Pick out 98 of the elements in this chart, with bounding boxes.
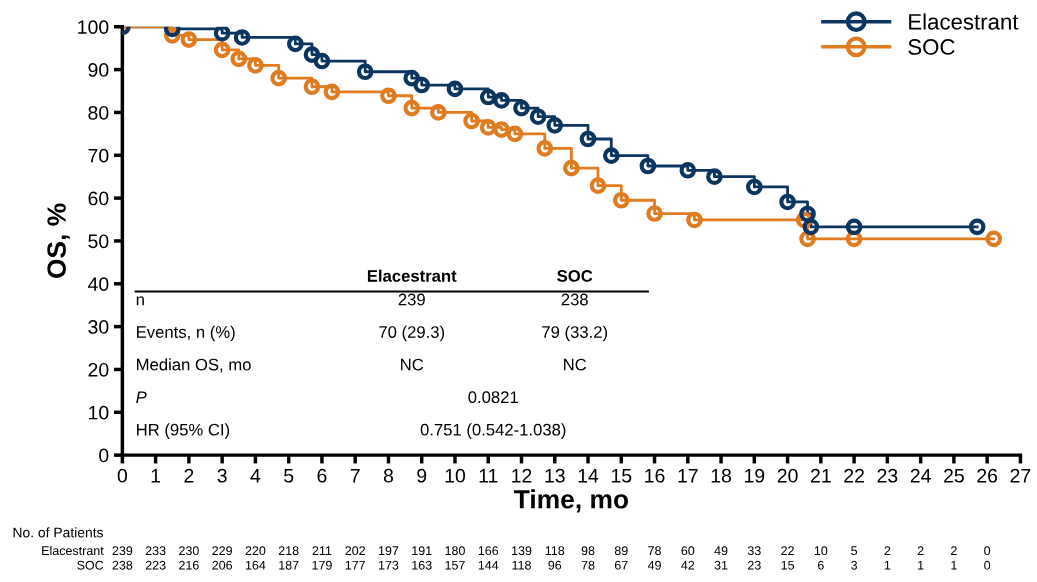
point — [380, 87, 397, 105]
point — [479, 119, 497, 136]
legend-label: Elacestrant — [909, 13, 1019, 30]
y-tick-label: 40 — [87, 277, 109, 292]
point — [233, 29, 251, 46]
point — [463, 112, 480, 130]
x-tick-label: 7 — [350, 469, 360, 483]
y-tick-label: 90 — [88, 63, 109, 77]
point — [230, 50, 248, 68]
x-tick-label: 6 — [317, 468, 327, 483]
x-tick-label: 4 — [250, 469, 261, 483]
y-tick-label: 60 — [88, 191, 109, 206]
point — [213, 26, 231, 42]
point — [546, 116, 564, 134]
y-tick-label: 100 — [78, 20, 109, 35]
x-tick-label: 17 — [678, 469, 698, 483]
x-tick-label: 15 — [611, 469, 632, 483]
point — [513, 99, 530, 117]
point — [529, 108, 547, 126]
x-tick-label: 1 — [151, 469, 161, 483]
point — [779, 193, 796, 211]
point — [845, 218, 863, 236]
point — [313, 52, 331, 70]
point — [403, 69, 421, 87]
point — [563, 159, 580, 177]
point — [303, 78, 321, 96]
text: Median OS, mo NC NC — [137, 358, 587, 373]
x-tick-label: 8 — [383, 468, 394, 483]
point — [602, 147, 620, 165]
x-tick-label: 18 — [711, 468, 732, 483]
text: Events, n (%) 70 (29.3) 79 (33.2) — [137, 325, 608, 342]
x-tick-label: 0 — [117, 468, 128, 483]
x-tick-label: 20 — [777, 468, 798, 483]
x-tick-label: 25 — [944, 468, 964, 483]
point — [403, 99, 421, 117]
text: HR (95% CI) 0.751 (0.542-1.038) — [137, 423, 566, 439]
y-tick-label: 80 — [88, 105, 109, 120]
y-tick-label: 0 — [99, 448, 109, 463]
text: Elacestrant 239 233 230 229 220 218 211 202 197 191 180 166 139 118 98 89 78 60 49 33 22 10 5 2 2 2 0 — [42, 545, 991, 556]
point — [303, 46, 321, 63]
point — [612, 191, 630, 209]
point — [493, 121, 510, 138]
point — [589, 177, 607, 195]
x-tick-label: 12 — [512, 468, 532, 483]
point — [506, 125, 524, 143]
x-tick-label: 2 — [184, 468, 194, 483]
point — [799, 205, 816, 223]
point — [213, 41, 231, 59]
legend-label: SOC — [908, 39, 955, 55]
point — [323, 83, 341, 101]
x-tick-label: 27 — [1010, 468, 1031, 483]
y-tick-label: 50 — [88, 234, 109, 249]
x-tick-label: 21 — [811, 468, 831, 483]
x-tick-label: 3 — [217, 468, 227, 483]
y-tick-label: 70 — [88, 148, 109, 163]
point — [446, 80, 464, 98]
point — [639, 157, 657, 175]
x-tick-label: 22 — [844, 468, 864, 483]
x-tick-label: 9 — [417, 468, 427, 483]
x-tick-label: 13 — [545, 468, 565, 483]
point — [536, 140, 554, 157]
point — [646, 205, 663, 222]
x-tick-label: 10 — [445, 468, 466, 483]
point — [180, 31, 198, 48]
y-tick-label: 20 — [88, 362, 109, 377]
x-axis-title: Time, mo — [514, 489, 629, 513]
point — [247, 56, 264, 74]
x-tick-label: 23 — [877, 468, 898, 483]
y-tick-label: 30 — [88, 320, 109, 334]
text: Elacestrant SOC — [367, 269, 593, 282]
text: n 239 238 — [136, 293, 588, 306]
x-tick-label: 11 — [479, 469, 498, 483]
x-tick-label: 26 — [977, 468, 998, 483]
point — [745, 178, 763, 196]
point — [968, 218, 986, 236]
point — [493, 92, 510, 109]
x-tick-label: 5 — [284, 469, 294, 483]
point — [413, 76, 431, 94]
point — [679, 161, 697, 179]
point — [479, 88, 497, 106]
x-tick-label: 24 — [910, 468, 931, 483]
text: P 0.0821 — [136, 391, 518, 404]
point — [430, 104, 447, 121]
point — [802, 218, 820, 236]
point — [686, 211, 703, 229]
point — [706, 168, 723, 186]
text: SOC 238 223 216 206 164 187 179 177 173 163 157 144 118 96 78 67 49 42 31 23 15 6 3 1 1 1 0 — [77, 560, 991, 570]
y-tick-label: 10 — [89, 405, 109, 420]
point — [356, 63, 374, 81]
x-tick-label: 14 — [578, 469, 599, 483]
x-tick-label: 16 — [645, 468, 665, 483]
text: No. of Patients — [13, 527, 104, 538]
point — [270, 69, 288, 87]
point — [286, 35, 304, 53]
point — [985, 230, 1003, 248]
y-axis-title: OS, % — [47, 203, 70, 278]
x-tick-label: 19 — [744, 468, 765, 483]
point — [579, 130, 597, 148]
